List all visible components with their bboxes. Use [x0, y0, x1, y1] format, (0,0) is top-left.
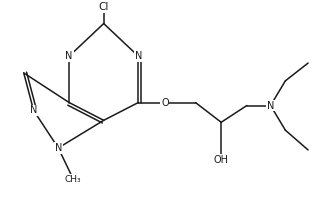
Text: N: N — [55, 143, 62, 153]
Text: O: O — [161, 98, 169, 108]
Text: OH: OH — [214, 155, 229, 165]
Text: N: N — [66, 51, 73, 61]
Text: N: N — [30, 105, 37, 115]
Text: N: N — [135, 51, 142, 61]
Text: Cl: Cl — [99, 2, 109, 12]
Text: N: N — [267, 101, 274, 111]
Text: CH₃: CH₃ — [65, 175, 81, 184]
